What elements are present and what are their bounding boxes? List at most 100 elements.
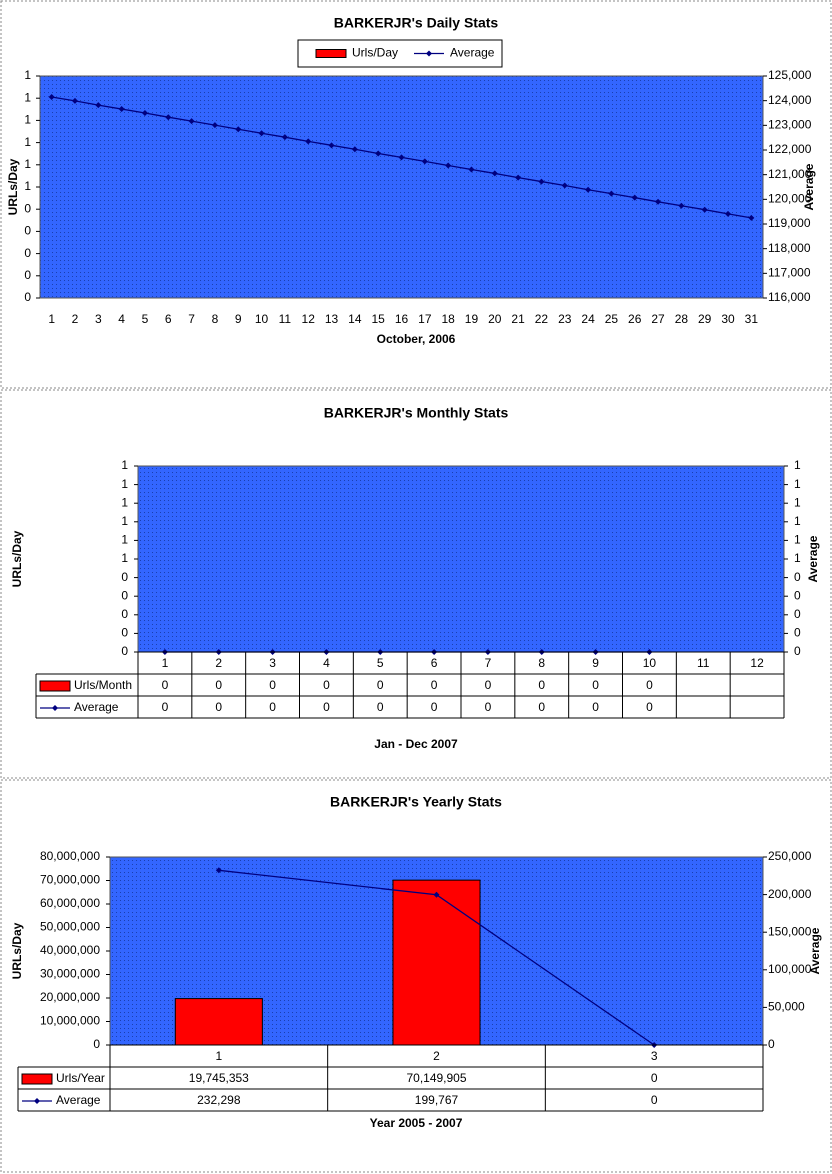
- y-tick-label: 0: [24, 201, 31, 215]
- y-tick-label: 1: [24, 113, 31, 127]
- x-tick-label: 5: [377, 656, 384, 670]
- y2-tick-label: 50,000: [768, 1000, 805, 1014]
- x-tick-label: 2: [72, 312, 79, 326]
- y2-tick-label: 123,000: [768, 118, 812, 132]
- table-value: 0: [377, 678, 384, 692]
- line-marker: [48, 93, 55, 100]
- y-tick-label: 1: [24, 90, 31, 104]
- y-tick-label: 0: [24, 246, 31, 260]
- x-tick-label: 3: [651, 1049, 658, 1063]
- table-value: 0: [592, 700, 599, 714]
- y2-tick-label: 1: [794, 458, 801, 472]
- x-tick-label: 23: [558, 312, 572, 326]
- line-marker: [328, 142, 335, 149]
- y-tick-label: 60,000,000: [40, 896, 100, 910]
- plot-texture: [39, 75, 764, 299]
- y-tick-label: 0: [24, 224, 31, 238]
- legend-marker: [34, 1098, 40, 1104]
- x-tick-label: 24: [581, 312, 595, 326]
- x-tick-label: 27: [651, 312, 665, 326]
- y2-tick-label: 0: [794, 607, 801, 621]
- y-tick-label: 1: [121, 458, 128, 472]
- y2-tick-label: 150,000: [768, 924, 812, 938]
- x-tick-label: 2: [433, 1049, 440, 1063]
- table-value: 0: [646, 700, 653, 714]
- line-marker: [188, 118, 195, 125]
- x-tick-label: 5: [142, 312, 149, 326]
- y-tick-label: 0: [121, 644, 128, 658]
- y-tick-label: 1: [24, 135, 31, 149]
- chart-title: BARKERJR's Daily Stats: [334, 15, 499, 31]
- line-marker: [608, 190, 615, 197]
- panel-border: [0, 389, 832, 779]
- line-marker: [305, 138, 312, 145]
- y-tick-label: 80,000,000: [40, 849, 100, 863]
- y-tick-label: 0: [121, 626, 128, 640]
- bar: [392, 879, 481, 1046]
- line-marker: [258, 130, 265, 137]
- x-tick-label: 12: [750, 656, 764, 670]
- x-tick-label: 26: [628, 312, 642, 326]
- y2-tick-label: 122,000: [768, 142, 812, 156]
- y2-axis-label: Average: [806, 535, 820, 582]
- y-tick-label: 1: [24, 157, 31, 171]
- y-tick-label: 0: [121, 570, 128, 584]
- y2-tick-label: 1: [794, 495, 801, 509]
- panel-border: [0, 779, 832, 1173]
- line-marker: [491, 170, 498, 177]
- y2-tick-label: 120,000: [768, 192, 812, 206]
- y-tick-label: 20,000,000: [40, 990, 100, 1004]
- line-marker: [235, 126, 242, 133]
- y-tick-label: 1: [121, 495, 128, 509]
- plot-texture: [137, 465, 785, 653]
- x-tick-label: 29: [698, 312, 712, 326]
- y-tick-label: 1: [121, 533, 128, 547]
- legend-label: Urls/Day: [352, 46, 398, 60]
- x-tick-label: 2: [215, 656, 222, 670]
- chart-title: BARKERJR's Yearly Stats: [330, 794, 502, 810]
- table-value: 0: [538, 700, 545, 714]
- line-marker: [561, 182, 568, 189]
- y-tick-label: 0: [24, 290, 31, 304]
- table-value: 70,149,905: [406, 1071, 466, 1085]
- x-tick-label: 31: [745, 312, 759, 326]
- x-tick-label: 10: [643, 656, 657, 670]
- table-value: 0: [646, 678, 653, 692]
- x-tick-label: 11: [279, 312, 292, 326]
- x-tick-label: 22: [535, 312, 549, 326]
- y-axis-label: URLs/Day: [10, 922, 24, 979]
- legend-swatch: [315, 49, 347, 58]
- x-tick-label: 19: [465, 312, 479, 326]
- y2-tick-label: 0: [794, 570, 801, 584]
- line-marker: [725, 210, 732, 217]
- y2-tick-label: 250,000: [768, 849, 812, 863]
- table-value: 0: [592, 678, 599, 692]
- x-axis-label: October, 2006: [377, 332, 456, 346]
- x-tick-label: 20: [488, 312, 502, 326]
- legend-swatch: [21, 1073, 53, 1085]
- line-marker: [678, 202, 685, 209]
- legend-marker: [426, 50, 432, 57]
- y2-tick-label: 124,000: [768, 93, 812, 107]
- y-tick-label: 0: [121, 607, 128, 621]
- line-marker: [421, 158, 428, 165]
- y-tick-label: 1: [121, 477, 128, 491]
- x-tick-label: 3: [269, 656, 276, 670]
- y-tick-label: 1: [24, 179, 31, 193]
- y2-tick-label: 117,000: [768, 266, 811, 280]
- y-tick-label: 10,000,000: [40, 1014, 100, 1028]
- table-value: 0: [651, 1071, 658, 1085]
- line-marker: [398, 154, 405, 161]
- x-tick-label: 10: [255, 312, 269, 326]
- y2-axis-label: Average: [802, 163, 816, 210]
- table-value: 0: [215, 678, 222, 692]
- table-value: 0: [323, 678, 330, 692]
- x-tick-label: 7: [485, 656, 492, 670]
- x-tick-label: 4: [118, 312, 125, 326]
- x-tick-label: 7: [188, 312, 195, 326]
- x-tick-label: 11: [697, 656, 710, 670]
- x-tick-label: 15: [371, 312, 385, 326]
- line-marker: [433, 891, 440, 898]
- x-tick-label: 30: [721, 312, 735, 326]
- line-marker: [538, 178, 545, 185]
